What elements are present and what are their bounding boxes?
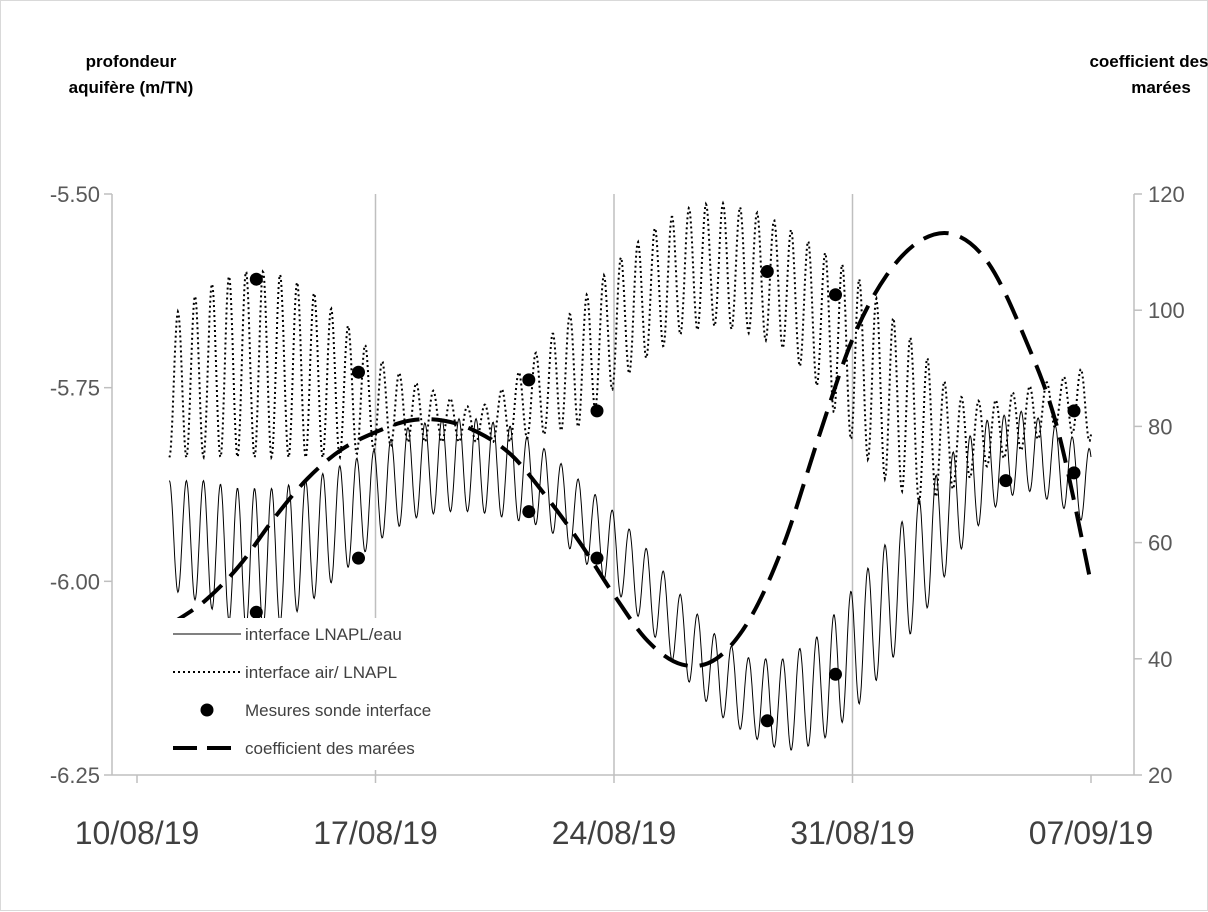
tick-labels: 10/08/19 17/08/19 24/08/19 31/08/19 07/09/19… xyxy=(50,182,1185,851)
y-right-label-line-2: marées xyxy=(1131,78,1191,97)
y-left-tick-label: -5.75 xyxy=(50,376,100,401)
legend-label: interface air/ LNAPL xyxy=(245,663,397,682)
measurement-point xyxy=(352,365,365,379)
y-left-tick-label: -5.50 xyxy=(50,182,100,207)
y-right-tick-label: 60 xyxy=(1148,531,1172,556)
legend-label: coefficient des marées xyxy=(245,739,415,758)
y-right-tick-label: 40 xyxy=(1148,647,1172,672)
measurement-point xyxy=(760,265,774,278)
legend: interface LNAPL/eau interface air/ LNAPL M… xyxy=(137,618,477,770)
measurement-point xyxy=(522,373,536,387)
y-left-label-line-2: aquifère (m/TN) xyxy=(69,78,194,97)
legend-label: interface LNAPL/eau xyxy=(245,625,402,644)
x-tick-label: 17/08/19 xyxy=(313,815,438,851)
measurement-point xyxy=(352,551,365,565)
x-tick-label: 10/08/19 xyxy=(75,815,200,851)
y-left-label-line-1: profondeur xyxy=(86,52,177,71)
axes xyxy=(111,194,1135,776)
series-line-tide-coefficient xyxy=(169,231,1093,669)
series xyxy=(168,200,1093,751)
measurement-point xyxy=(522,505,536,519)
series-line-dotted xyxy=(168,200,1092,506)
y-right-tick-label: 100 xyxy=(1148,298,1185,323)
x-tick-label: 07/09/19 xyxy=(1029,815,1154,851)
measurement-point xyxy=(249,272,263,286)
y-left-tick-label: -6.00 xyxy=(50,569,100,594)
measurement-point xyxy=(1067,404,1081,418)
series-line-solid-thin xyxy=(168,410,1092,751)
legend-label: Mesures sonde interface xyxy=(245,701,431,720)
measurement-point xyxy=(590,551,604,565)
measurement-point xyxy=(590,404,604,418)
measurement-point xyxy=(760,714,774,728)
y-left-tick-label: -6.25 xyxy=(50,763,100,788)
measurement-point xyxy=(249,605,263,619)
measurement-point xyxy=(999,474,1013,488)
x-tick-label: 24/08/19 xyxy=(552,815,677,851)
legend-background xyxy=(137,618,477,770)
y-right-tick-label: 120 xyxy=(1148,182,1185,207)
y-right-label-line-1: coefficient des xyxy=(1089,52,1208,71)
legend-swatch-measurements xyxy=(200,703,214,717)
measurement-point xyxy=(829,667,842,681)
x-tick-label: 31/08/19 xyxy=(790,815,915,851)
y-right-tick-label: 80 xyxy=(1148,414,1172,439)
measurement-point xyxy=(829,288,842,302)
y-right-tick-label: 20 xyxy=(1148,763,1172,788)
